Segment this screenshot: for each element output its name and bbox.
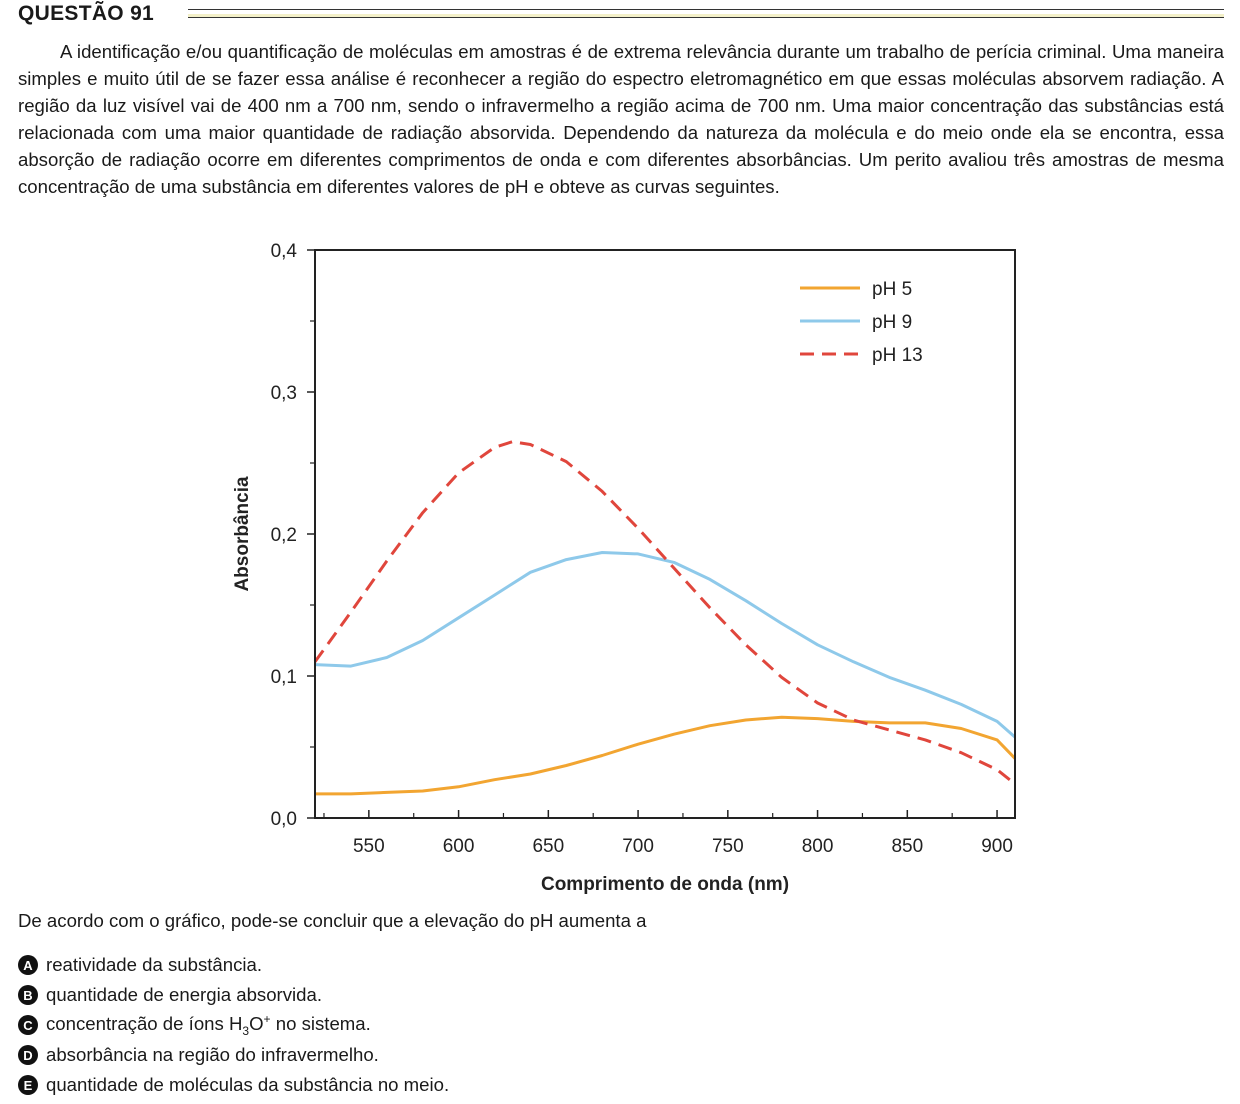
question-statement: A identificação e/ou quantificação de mo… bbox=[18, 38, 1224, 200]
option-c-text-after: no sistema. bbox=[270, 1013, 371, 1035]
x-tick-label-600: 600 bbox=[443, 836, 475, 857]
y-tick-label-4: 0,4 bbox=[271, 241, 298, 262]
question-prompt: De acordo com o gráfico, pode-se conclui… bbox=[18, 910, 647, 931]
question-title: QUESTÃO 91 bbox=[18, 2, 155, 25]
option-c-text-before: concentração de íons H bbox=[46, 1013, 243, 1035]
header-rule-band bbox=[188, 14, 1224, 18]
option-d-letter: D bbox=[18, 1045, 38, 1065]
y-tick-label-1: 0,1 bbox=[271, 667, 297, 688]
series-line-ph-9 bbox=[314, 551, 1016, 739]
answer-options: A reatividade da substância. B quantidad… bbox=[18, 950, 449, 1100]
x-tick-label-650: 650 bbox=[532, 836, 564, 857]
x-tick-label-550: 550 bbox=[353, 836, 385, 857]
option-c-subscript: 3 bbox=[242, 1023, 250, 1038]
plot-frame bbox=[314, 249, 1016, 819]
option-d-text: absorbância na região do infravermelho. bbox=[46, 1044, 379, 1065]
x-tick-label-900: 900 bbox=[981, 836, 1013, 857]
option-d[interactable]: D absorbância na região do infravermelho… bbox=[18, 1040, 449, 1070]
option-b[interactable]: B quantidade de energia absorvida. bbox=[18, 980, 449, 1010]
option-c-superscript: + bbox=[263, 1012, 271, 1027]
question-header: QUESTÃO 91 bbox=[18, 0, 1224, 30]
series-line-ph-13 bbox=[313, 440, 1016, 786]
option-a-letter: A bbox=[18, 955, 38, 975]
option-c-letter: C bbox=[18, 1015, 38, 1035]
statement-text: A identificação e/ou quantificação de mo… bbox=[18, 41, 1224, 197]
legend-label-ph-13: pH 13 bbox=[872, 345, 923, 366]
option-e-text: quantidade de moléculas da substância no… bbox=[46, 1074, 450, 1095]
header-rule bbox=[188, 9, 1224, 10]
legend-label-ph-5: pH 5 bbox=[872, 279, 912, 300]
option-a-text: reatividade da substância. bbox=[46, 954, 263, 975]
option-e[interactable]: E quantidade de moléculas da substância … bbox=[18, 1070, 449, 1100]
x-axis-label: Comprimento de onda (nm) bbox=[541, 874, 789, 895]
y-tick-label-2: 0,2 bbox=[271, 525, 297, 546]
y-axis-label: Absorbância bbox=[232, 476, 253, 592]
option-c-text-mid: O bbox=[249, 1013, 264, 1035]
absorbance-chart: 550 600 650 700 750 800 850 900 0,0 0,1 0,2 0,3 0,4 C… bbox=[232, 241, 1017, 895]
x-tick-label-800: 800 bbox=[802, 836, 834, 857]
option-a[interactable]: A reatividade da substância. bbox=[18, 950, 449, 980]
x-tick-label-700: 700 bbox=[622, 836, 654, 857]
option-b-letter: B bbox=[18, 985, 38, 1005]
option-c-text: concentração de íons H3O+ no sistema. bbox=[46, 1012, 371, 1038]
y-tick-label-0: 0,0 bbox=[271, 809, 297, 830]
x-tick-label-850: 850 bbox=[891, 836, 923, 857]
y-tick-label-3: 0,3 bbox=[271, 383, 297, 404]
option-e-letter: E bbox=[18, 1075, 38, 1095]
series-line-ph-5 bbox=[315, 715, 1017, 796]
option-b-text: quantidade de energia absorvida. bbox=[46, 984, 323, 1005]
x-tick-label-750: 750 bbox=[712, 836, 744, 857]
legend-label-ph-9: pH 9 bbox=[872, 312, 912, 333]
option-c[interactable]: C concentração de íons H3O+ no sistema. bbox=[18, 1010, 449, 1040]
